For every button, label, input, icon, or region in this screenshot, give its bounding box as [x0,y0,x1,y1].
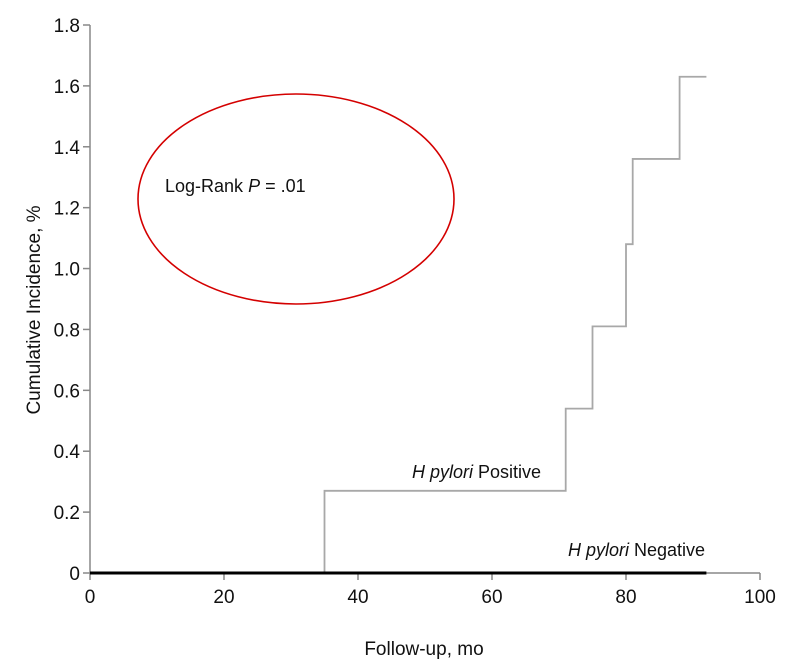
series-label-negative: H pylori Negative [568,540,705,560]
x-tick-label: 100 [744,587,776,608]
y-tick-label: 1.8 [54,16,80,37]
series-layer [90,75,707,575]
x-tick-label: 40 [347,587,368,608]
x-tick-label: 60 [481,587,502,608]
x-tick-label: 20 [213,587,234,608]
y-tick-label: 0.4 [54,442,81,463]
y-tick-label: 0.2 [54,503,80,524]
y-tick-label: 1.0 [54,260,80,281]
series-label-positive: H pylori Positive [412,462,541,482]
y-axis-title: Cumulative Incidence, % [24,205,45,414]
y-tick-label: 1.2 [54,199,80,220]
x-axis-title: Follow-up, mo [364,639,483,660]
annotation-ellipse [137,93,455,305]
log-rank-annotation: Log-Rank P = .01 [165,176,306,196]
x-tick-label: 80 [615,587,636,608]
y-tick-label: 0 [69,564,80,585]
y-tick-label: 1.4 [54,138,81,159]
series-line-positive [90,75,707,574]
y-tick-label: 0.8 [54,320,80,341]
y-ticks: 0 0.2 0.4 0.6 0.8 1.0 1.2 1.4 1.6 1.8 [54,16,90,585]
y-tick-label: 1.6 [54,77,80,98]
y-tick-label: 0.6 [54,381,80,402]
x-tick-label: 0 [85,587,96,608]
x-ticks: 0 20 40 60 80 100 [85,573,776,608]
